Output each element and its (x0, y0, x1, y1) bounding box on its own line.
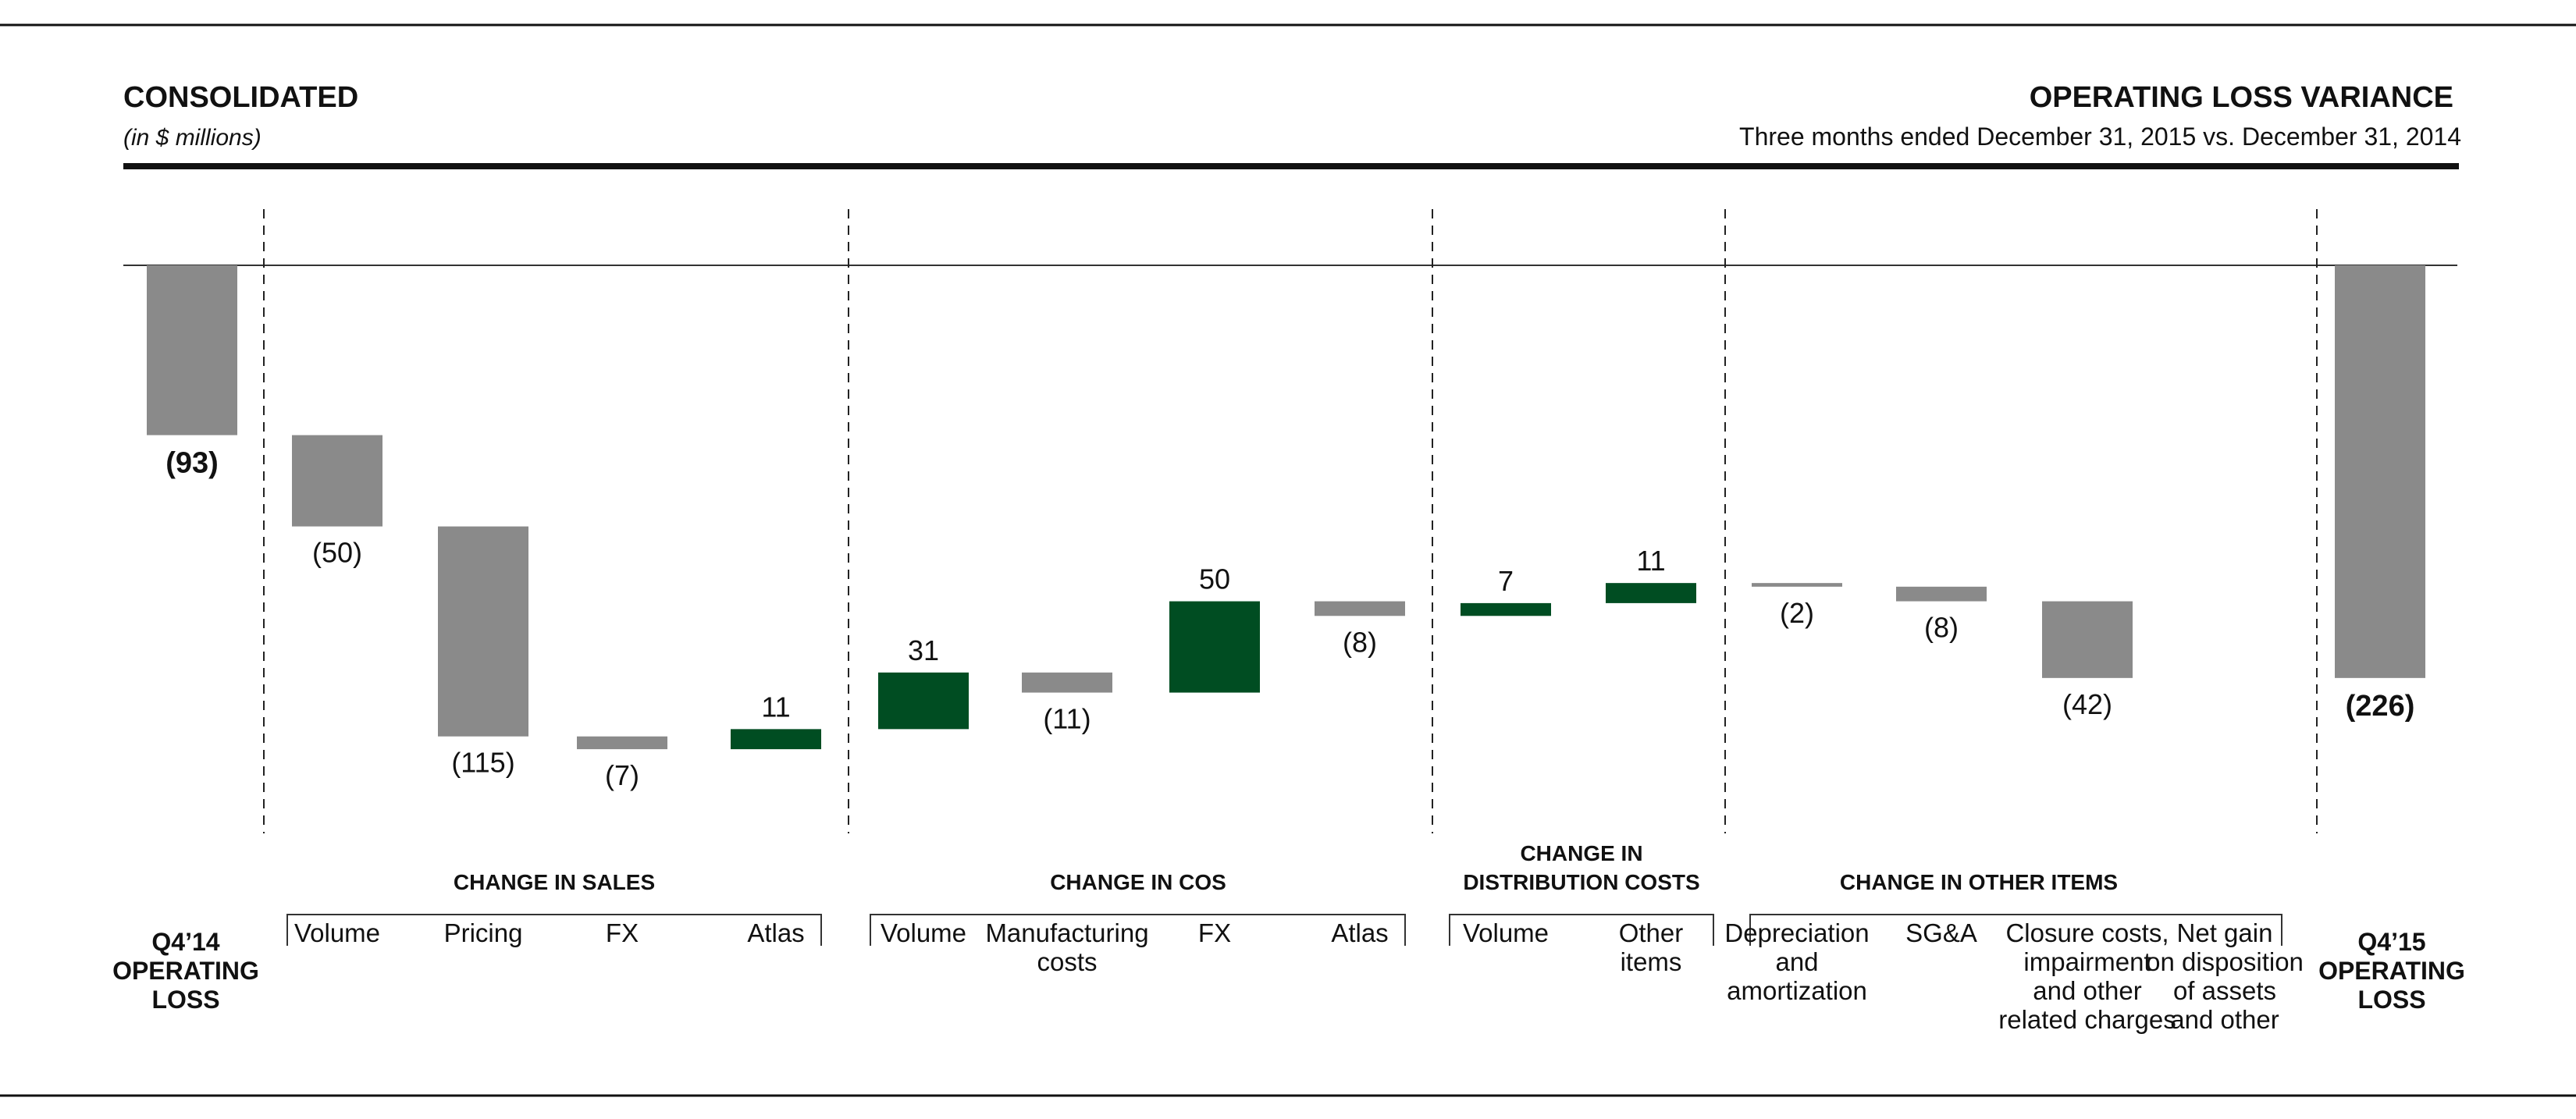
data-label-4-3: (42) (2062, 688, 2112, 720)
data-label-2-1: 31 (908, 634, 939, 666)
category-label-2-1: Volume (881, 918, 966, 947)
bar-4-3 (2042, 601, 2133, 678)
bar-1-3 (577, 736, 667, 750)
category-label-3-2: Other items (1619, 918, 1684, 976)
data-label-2-2: (11) (1043, 703, 1091, 735)
group-title-2: CHANGE IN COS (1050, 870, 1226, 894)
end-category-label: Q4’15 OPERATING LOSS (2318, 928, 2465, 1014)
data-label-4-1: (2) (1780, 597, 1814, 629)
data-label-1-3: (7) (605, 759, 639, 791)
header-right-title: OPERATING LOSS VARIANCE (2030, 81, 2453, 114)
category-label-1-3: FX (606, 918, 639, 947)
bar-4-1 (1752, 583, 1842, 587)
data-label-1-4: 11 (761, 691, 790, 723)
bar-3-1 (1461, 602, 1551, 616)
category-label-2-4: Atlas (1331, 918, 1388, 947)
category-label-1-1: Volume (294, 918, 380, 947)
group-brackets (286, 914, 2282, 946)
bar-2-1 (878, 672, 969, 730)
group-title-1: CHANGE IN SALES (454, 870, 655, 894)
group-bracket-3 (1449, 914, 1714, 946)
data-label-3-2: 11 (1636, 545, 1665, 577)
group-bracket-1 (286, 914, 822, 946)
data-label-1-1: (50) (312, 537, 362, 569)
group-dividers (263, 209, 2318, 833)
end-bar (2335, 265, 2425, 678)
group-title-4: CHANGE IN OTHER ITEMS (1840, 870, 2118, 894)
header-left-subtitle: (in $ millions) (123, 125, 262, 151)
end-data-label: (226) (2346, 690, 2415, 723)
bar-2-2 (1022, 672, 1112, 693)
category-label-3-1: Volume (1463, 918, 1549, 947)
group-bracket-4 (1749, 914, 2282, 946)
start-bar (147, 265, 237, 435)
group-titles: CHANGE IN SALES CHANGE IN COS CHANGE IN DIS… (454, 841, 2118, 894)
data-label-1-2: (115) (451, 747, 514, 779)
category-label-4-1: Depreciation and amortization (1724, 918, 1869, 1005)
data-label-4-2: (8) (1924, 612, 1959, 644)
bar-1-1 (292, 435, 382, 527)
bar-4-2 (1896, 586, 1987, 602)
header-right-subtitle: Three months ended December 31, 2015 vs.… (1739, 123, 2461, 151)
data-label-2-4: (8) (1343, 626, 1377, 658)
category-labels: Q4’14 OPERATING LOSS Volume Pricing FX Atlas Vo… (112, 918, 2465, 1034)
data-label-3-1: 7 (1498, 565, 1514, 597)
category-label-4-4: Net gain on disposition of assets and other (2146, 918, 2304, 1034)
category-label-4-2: SG&A (1905, 918, 1977, 947)
bar-2-3 (1169, 601, 1260, 693)
category-label-4-3: Closure costs, impairment and other related… (1998, 918, 2176, 1034)
group-bracket-2 (870, 914, 1406, 946)
bar-3-2 (1606, 583, 1696, 603)
category-label-1-4: Atlas (747, 918, 804, 947)
group-title-3: CHANGE IN DISTRIBUTION COSTS (1463, 841, 1699, 894)
data-label-2-3: 50 (1199, 563, 1230, 595)
category-label-1-2: Pricing (444, 918, 523, 947)
category-label-2-2: Manufacturing costs (985, 918, 1148, 976)
header-left-title: CONSOLIDATED (123, 81, 358, 114)
bars (147, 265, 2425, 750)
start-category-label: Q4’14 OPERATING LOSS (112, 928, 259, 1014)
data-labels: (93) (50) (115) (7) 11 31 (11) 50 (8) 7 11 (2) (8) (4… (165, 447, 2414, 791)
bar-1-4 (731, 729, 821, 750)
start-data-label: (93) (165, 447, 219, 480)
bar-1-2 (438, 526, 528, 737)
bar-2-4 (1315, 601, 1405, 616)
category-label-2-3: FX (1198, 918, 1231, 947)
